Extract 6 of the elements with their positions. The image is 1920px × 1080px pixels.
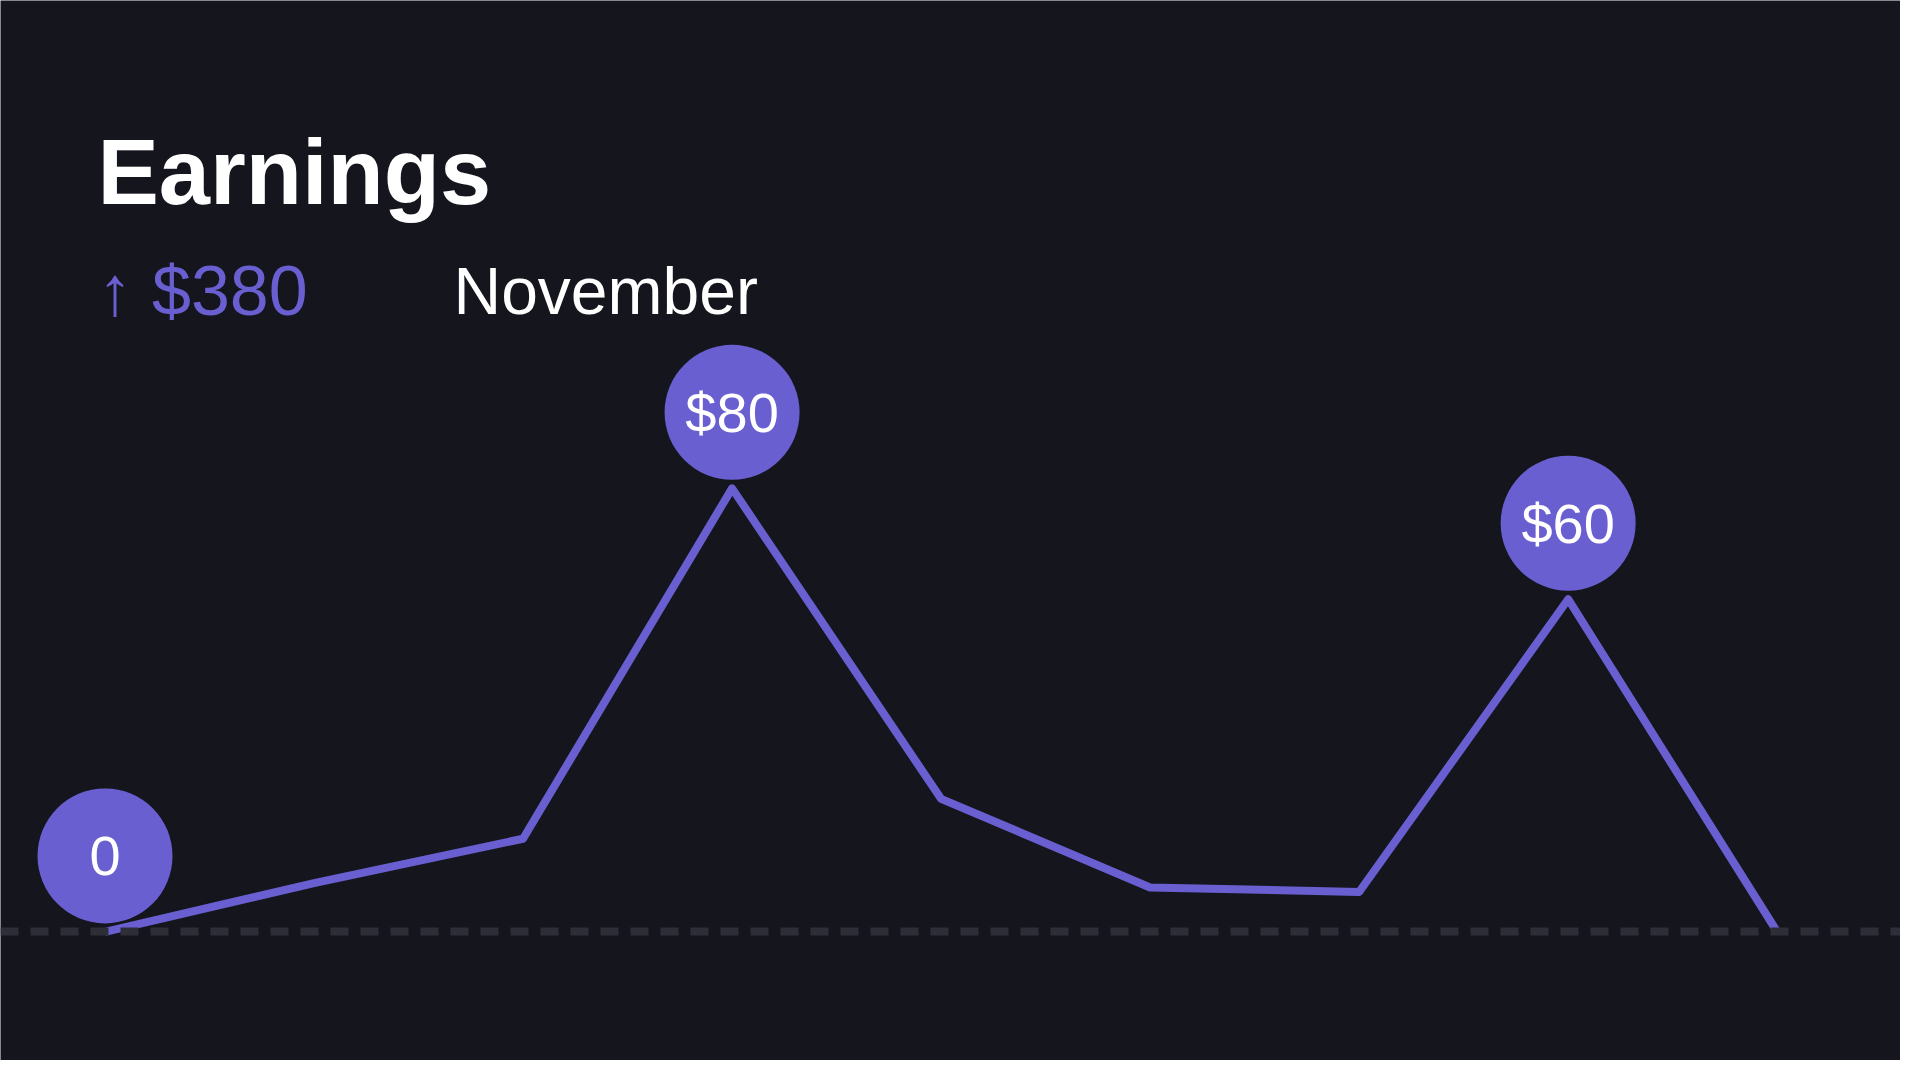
chart-subtitle: ↑ $380 <box>97 251 308 330</box>
text: $80 <box>685 380 779 444</box>
text: $60 <box>1521 491 1615 555</box>
text: 0 <box>89 823 121 887</box>
chart-title: Earnings <box>97 120 492 223</box>
text: November <box>453 253 758 328</box>
